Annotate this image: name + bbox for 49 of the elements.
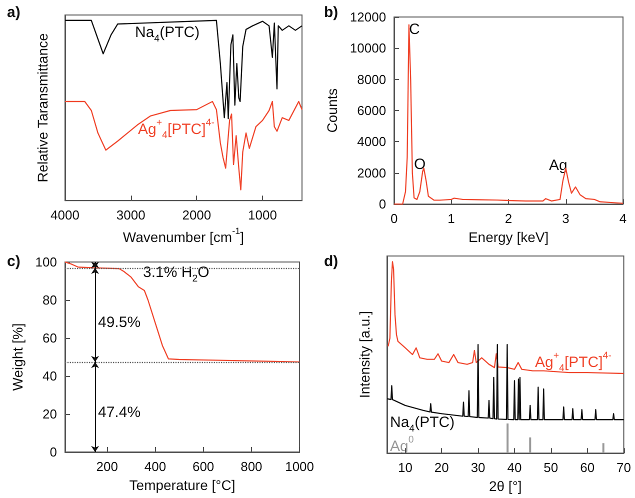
y-tick-label: 40 [42, 368, 57, 384]
x-tick-label: 10 [398, 460, 412, 476]
x-tick-label: 400 [144, 459, 166, 474]
y-axis-title: Intensity [a.u.] [356, 310, 372, 398]
y-axis-title: Relative Taransmittance [34, 33, 50, 182]
x-tick-label: 50 [544, 460, 558, 476]
annotation: O [414, 156, 426, 173]
x-tick-label: 1000 [285, 459, 314, 474]
y-tick-label: 2000 [357, 165, 386, 180]
y-tick-label: 0 [50, 444, 57, 460]
y-tick-label: 6000 [357, 103, 386, 118]
x-tick-label: 20 [434, 460, 449, 476]
x-tick-label: 800 [240, 459, 262, 474]
y-axis-title: Weight [%] [9, 323, 26, 391]
y-tick-label: 100 [35, 254, 57, 270]
y-tick-label: 10000 [350, 40, 386, 56]
x-tick-label: 3 [562, 211, 570, 226]
x-tick-label: 4 [619, 211, 627, 226]
x-tick-label: 40 [507, 460, 522, 476]
y-axis-title: Counts [324, 88, 340, 133]
x-tick-label: 70 [616, 460, 632, 476]
y-tick-label: 20 [42, 406, 57, 422]
x-tick-label: 2 [504, 211, 512, 226]
y-tick-label: 80 [42, 292, 57, 308]
chart-title: d) [324, 253, 338, 270]
x-tick-label: 600 [192, 459, 214, 474]
annotation: C [409, 21, 420, 38]
x-tick-label: 2000 [182, 208, 212, 223]
x-axis-title: Temperature [°C] [129, 476, 236, 493]
y-tick-label: 12000 [350, 10, 386, 24]
x-tick-label: 3000 [116, 208, 146, 223]
y-tick-label: 4000 [357, 134, 386, 150]
x-tick-label: 1000 [248, 208, 277, 223]
x-tick-label: 60 [580, 460, 595, 476]
annotation: 47.4% [98, 404, 141, 421]
y-tick-label: 0 [378, 196, 386, 212]
chart-title: b) [324, 4, 338, 21]
chart-title: a) [7, 4, 20, 21]
x-axis-title: Energy [keV] [468, 229, 549, 245]
y-tick-label: 8000 [357, 72, 386, 87]
line-series [64, 261, 300, 363]
x-tick-label: 200 [96, 459, 118, 474]
x-tick-label: 0 [390, 211, 398, 226]
annotation: 49.5% [98, 314, 141, 331]
x-tick-label: 1 [448, 211, 455, 226]
y-tick-label: 60 [42, 330, 57, 346]
x-axis-title: 2θ [°] [488, 478, 522, 494]
chart-title: c) [7, 253, 20, 270]
x-tick-label: 30 [470, 460, 486, 476]
